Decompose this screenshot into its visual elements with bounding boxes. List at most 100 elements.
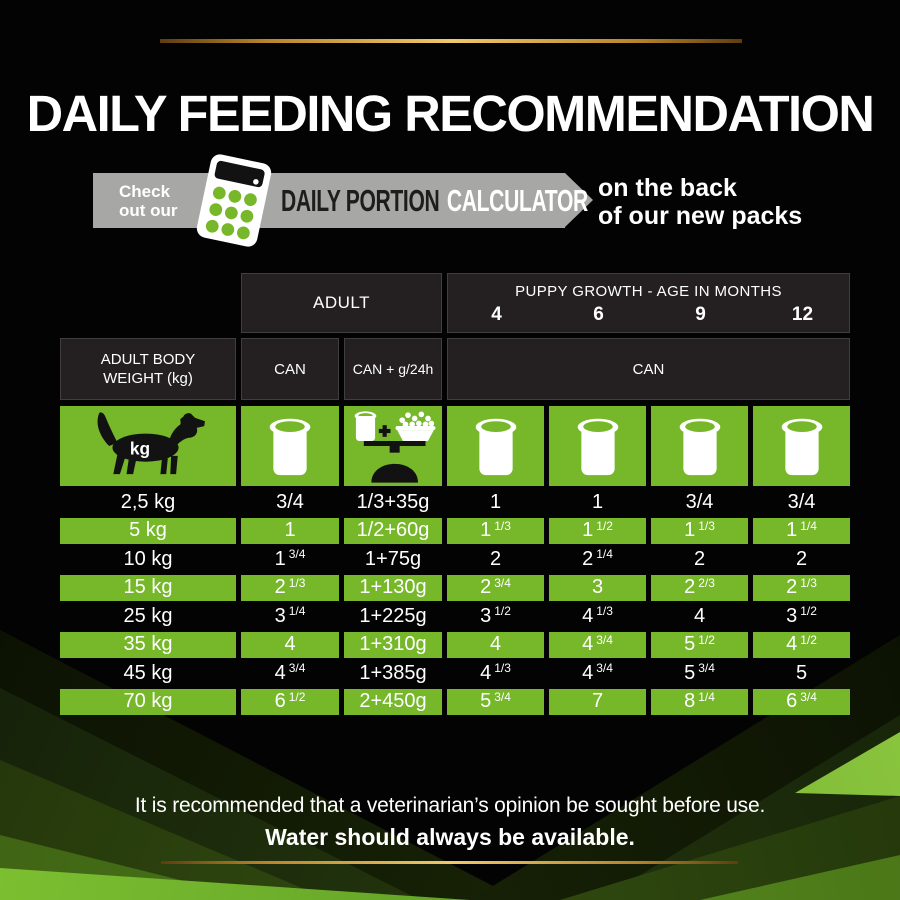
portion-cell: 1 3/4	[274, 547, 306, 570]
portion-cell: 2 2/3	[651, 574, 748, 601]
portion-cell: 4 1/2	[753, 631, 850, 658]
group-header-adult: ADULT	[241, 273, 442, 333]
portion-cell: 4 1/3	[582, 604, 613, 627]
banner-title-light: CALCULATOR	[446, 182, 588, 218]
group-header-row: ADULT PUPPY GROWTH - AGE IN MONTHS 4 6 9 12	[60, 273, 850, 333]
portion-cell: 3 1/2	[786, 604, 817, 627]
portion-cell: 1+75g	[364, 547, 422, 570]
table-row: 25 kg 3 1/4 1+225g 3 1/2 4 1/3 4 3 1/2	[60, 602, 850, 631]
banner-right-text: on the back of our new packs	[598, 174, 802, 230]
water-advice-text: Water should always be available.	[265, 824, 635, 850]
wet-food-can-icon	[447, 406, 544, 486]
portion-cell: 5 3/4	[684, 661, 715, 684]
column-header-row: ADULT BODY WEIGHT (kg) CAN CAN + g/24h C…	[60, 338, 850, 400]
puppy-can-header: CAN	[447, 338, 850, 400]
portion-cell: 1/3+35g	[356, 490, 430, 513]
check-line2: out our	[119, 201, 178, 220]
portion-cell: 2 1/4	[582, 547, 613, 570]
table-row: 10 kg 1 3/4 1+75g 2 2 1/4 2 2	[60, 545, 850, 574]
portion-cell: 1+310g	[344, 631, 442, 658]
portion-cell: 3	[549, 574, 646, 601]
wet-food-can-icon	[651, 406, 748, 486]
wet-food-can-icon	[241, 406, 339, 486]
portion-cell: 2 3/4	[447, 574, 544, 601]
portion-cell: 5	[795, 661, 808, 684]
portion-cell: 4 1/3	[480, 661, 511, 684]
table-body: 2,5 kg 3/4 1/3+35g 1 1 3/4 3/4 5 kg 1 1/2+60g 1 1/3…	[60, 488, 850, 716]
banner-title-dark: DAILY PORTION	[281, 182, 440, 218]
portion-cell: 1 1/4	[753, 517, 850, 544]
feeding-table: ADULT PUPPY GROWTH - AGE IN MONTHS 4 6 9 12…	[60, 273, 850, 716]
weight-cell: 25 kg	[123, 604, 173, 627]
portion-cell: 8 1/4	[651, 688, 748, 715]
portion-cell: 2 1/3	[753, 574, 850, 601]
check-out-our-label: Check out our	[119, 182, 178, 220]
portion-cell: 4 3/4	[582, 661, 613, 684]
can-plus-kibble-scale-icon	[344, 406, 442, 486]
portion-cell: 1 1/3	[651, 517, 748, 544]
month-label: 4	[491, 304, 502, 325]
weight-cell: 70 kg	[60, 688, 236, 715]
gold-divider-top	[160, 39, 742, 43]
month-label: 6	[593, 304, 604, 325]
icon-row: kg	[60, 406, 850, 486]
calculator-icon	[194, 151, 275, 249]
portion-cell: 3 1/4	[274, 604, 306, 627]
portion-cell: 4	[447, 631, 544, 658]
weight-cell: 10 kg	[123, 547, 173, 570]
dog-silhouette: kg	[97, 412, 205, 475]
dog-kg-icon: kg	[60, 406, 236, 486]
banner-right-line1: on the back	[598, 174, 737, 202]
table-row: 35 kg 4 1+310g 4 4 3/4 5 1/2 4 1/2	[60, 631, 850, 660]
portion-cell: 3/4	[276, 490, 304, 513]
check-line1: Check	[119, 182, 171, 201]
calculator-banner	[93, 173, 565, 228]
portion-cell: 7	[549, 688, 646, 715]
portion-cell: 1	[591, 490, 604, 513]
adult-can-header: CAN	[241, 338, 339, 400]
group-header-puppy: PUPPY GROWTH - AGE IN MONTHS 4 6 9 12	[447, 273, 850, 333]
gold-divider-bottom	[161, 861, 738, 864]
portion-cell: 2 1/3	[241, 574, 339, 601]
portion-cell: 2	[489, 547, 502, 570]
group-header-spacer	[60, 273, 236, 333]
table-row: 15 kg 2 1/3 1+130g 2 3/4 3 2 2/3 2 1/3	[60, 574, 850, 603]
banner-title: DAILY PORTION CALCULATOR	[281, 173, 588, 228]
portion-cell: 3/4	[685, 490, 714, 513]
portion-cell: 5 3/4	[447, 688, 544, 715]
portion-cell: 4 3/4	[274, 661, 306, 684]
month-label: 9	[695, 304, 706, 325]
portion-cell: 5 1/2	[651, 631, 748, 658]
portion-cell: 1 1/2	[549, 517, 646, 544]
banner-right-line2: of our new packs	[598, 202, 803, 230]
portion-cell: 6 1/2	[241, 688, 339, 715]
dog-kg-label: kg	[130, 438, 150, 458]
table-row: 45 kg 4 3/4 1+385g 4 1/3 4 3/4 5 3/4 5	[60, 659, 850, 688]
portion-cell: 1+225g	[359, 604, 427, 627]
weight-cell: 15 kg	[60, 574, 236, 601]
portion-cell: 2+450g	[344, 688, 442, 715]
weight-column-header: ADULT BODY WEIGHT (kg)	[60, 338, 236, 400]
weight-cell: 45 kg	[123, 661, 173, 684]
portion-cell: 6 3/4	[753, 688, 850, 715]
portion-cell: 1+385g	[359, 661, 427, 684]
wet-food-can-icon	[753, 406, 850, 486]
weight-cell: 2,5 kg	[120, 490, 176, 513]
month-label: 12	[791, 304, 814, 325]
table-row: 70 kg 6 1/2 2+450g 5 3/4 7 8 1/4 6 3/4	[60, 688, 850, 717]
calculator-icon-svg	[196, 154, 272, 247]
weight-cell: 5 kg	[60, 517, 236, 544]
bottom-decoration	[0, 600, 900, 900]
portion-cell: 4	[693, 604, 706, 627]
portion-cell: 4 3/4	[549, 631, 646, 658]
banner-arrow	[565, 173, 593, 227]
portion-cell: 3/4	[787, 490, 816, 513]
puppy-months-row: 4 6 9 12	[448, 304, 849, 326]
portion-cell: 3 1/2	[480, 604, 511, 627]
table-row: 5 kg 1 1/2+60g 1 1/3 1 1/2 1 1/3 1 1/4	[60, 517, 850, 546]
portion-cell: 1+130g	[344, 574, 442, 601]
puppy-growth-label: PUPPY GROWTH - AGE IN MONTHS	[515, 283, 782, 300]
portion-cell: 2	[693, 547, 706, 570]
portion-cell: 1/2+60g	[344, 517, 442, 544]
